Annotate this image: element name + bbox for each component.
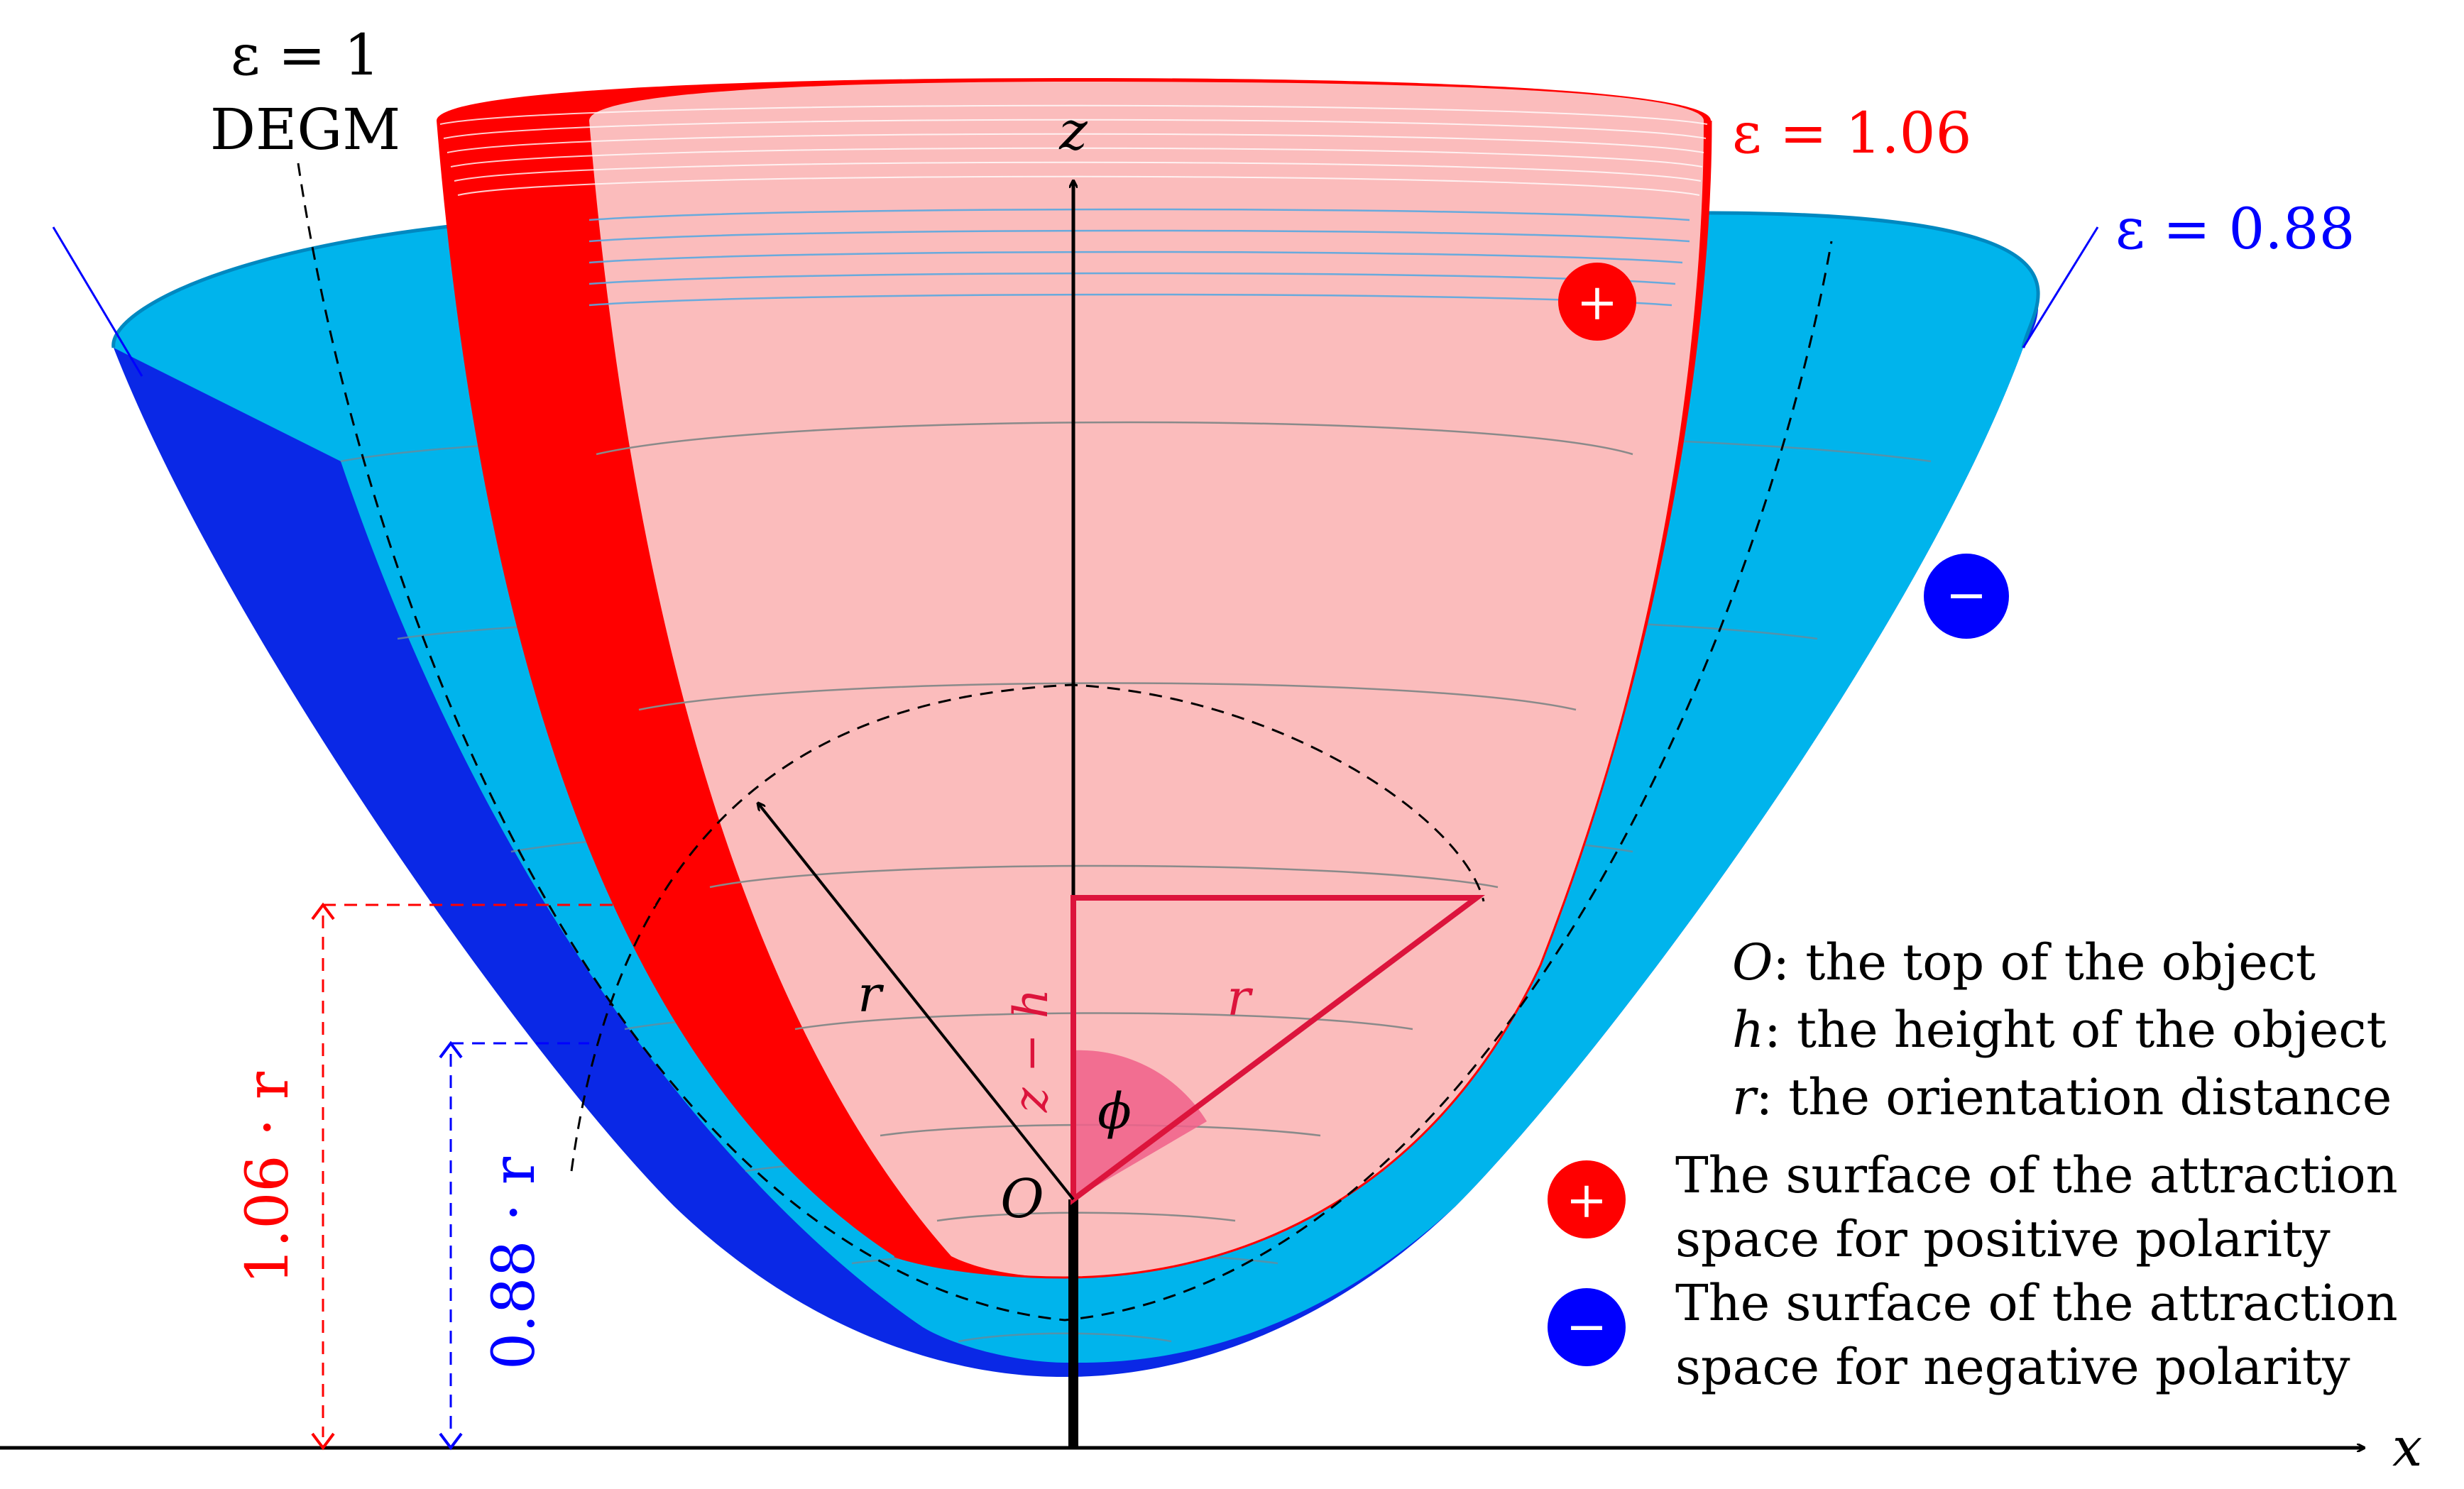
legend-neg-line2: space for negative polarity [1675,1338,2350,1396]
x-axis-label: x [2392,1416,2422,1478]
legend-r-row: r: the orientation distance [1732,1068,2392,1126]
legend-o-row: O: the top of the object [1732,933,2316,991]
r-left-label: r [858,965,884,1023]
red-surface-inner-face [589,82,1704,1278]
origin-label: O [1000,1167,1044,1230]
r-vector [758,803,1075,1201]
legend-r-text: : the orientation distance [1756,1068,2392,1126]
blue-dim-arrow-bottom [439,1432,463,1451]
blue-edge-left [52,226,143,377]
legend-minus-sign: − [1566,1297,1608,1356]
blue-dim-arrow-top [439,1040,463,1059]
plus-marker: + [1558,263,1636,341]
minus-sign: − [1946,566,1988,624]
phi-angle-wedge [1073,1050,1207,1199]
legend-h-key: h [1732,1001,1764,1059]
red-rim-lines [439,104,1708,196]
legend-h-row: h: the height of the object [1732,1001,2387,1059]
legend-o-text: : the top of the object [1773,933,2316,991]
eps-red-label: ε = 1.06 [1732,100,1971,166]
z-axis-label: z [1058,99,1088,162]
degm-label: DEGM [210,97,400,163]
red-dim-arrow-top [311,902,335,921]
phi-label: ϕ [1097,1082,1132,1141]
legend-minus-circle [1548,1288,1626,1366]
legend-pos-line1: The surface of the attraction [1675,1146,2398,1204]
eps-degm-label: ε = 1 [231,22,380,88]
eps-blue-label: ε = 0.88 [2115,196,2355,262]
blue-dim-label: 0.88 · r [481,1156,548,1370]
red-dim-arrow-bottom [311,1432,335,1451]
legend-plus-sign: + [1566,1171,1608,1229]
minus-circle [1924,554,2009,639]
legend: O: the top of the object h: the height o… [1548,933,2398,1396]
minus-marker: − [1924,554,2009,639]
red-right-edge [894,120,1712,1279]
z-minus-h-label: z − h [1004,989,1058,1114]
degm-curve [297,163,1833,1322]
legend-pos-line2: space for positive polarity [1675,1210,2331,1268]
plus-sign: + [1577,273,1619,331]
legend-o-key: O [1732,933,1773,991]
red-dim-label: 1.06 · r [234,1071,302,1285]
red-contours [596,421,1633,1222]
blue-edge-right [2022,226,2099,348]
legend-r-key: r [1732,1068,1758,1126]
orientation-circle-arc [570,683,1485,1172]
legend-h-text: : the height of the object [1764,1001,2387,1059]
legend-neg-line1: The surface of the attraction [1675,1274,2398,1332]
blue-lines-through-red [588,208,1690,307]
legend-plus-circle [1548,1160,1626,1238]
plus-circle [1558,263,1636,341]
orientation-triangle [1071,895,1486,1205]
r-triangle-label: r [1227,969,1253,1027]
